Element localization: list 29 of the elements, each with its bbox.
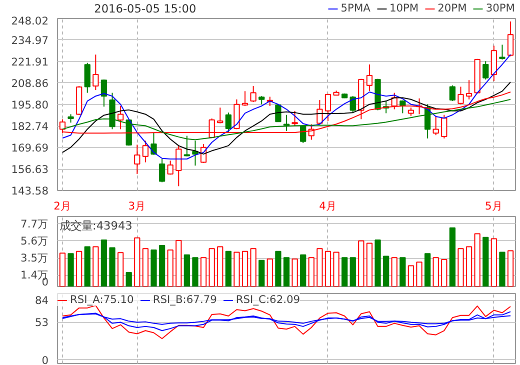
legend-label: RSI_B:67.79: [152, 293, 217, 306]
y-tick-label: 7.7万: [20, 217, 49, 230]
y-tick-label: 182.74: [11, 120, 49, 134]
x-tick-label: 5月: [485, 200, 503, 212]
annotation: 成交量:43943: [60, 218, 132, 232]
x-tick-label: 4月: [319, 200, 337, 212]
y-tick-label: 0: [42, 276, 49, 288]
y-tick-label: 169.69: [11, 142, 49, 154]
y-tick-label: 5.6万: [20, 234, 49, 248]
x-tick-label: 3月: [128, 200, 146, 212]
x-tick-label: 2月: [54, 200, 72, 212]
y-tick-label: 3.5万: [20, 252, 49, 265]
y-tick-label: 248.02: [11, 14, 49, 28]
legend-label: 10PM: [389, 2, 419, 14]
legend-label: RSI_C:62.09: [236, 293, 300, 306]
y-tick-label: 195.80: [11, 98, 49, 112]
y-tick-label: 53: [34, 316, 49, 330]
y-tick-label: 208.86: [11, 76, 49, 90]
y-tick-label: 234.97: [11, 34, 49, 47]
legend-label: 30PM: [486, 2, 515, 14]
series-label: RSI_A:75.10: [70, 293, 134, 306]
y-tick-label: 143.58: [11, 184, 49, 198]
y-tick-label: 0: [42, 354, 49, 365]
legend-label: 20PM: [438, 2, 467, 14]
y-tick-label: 221.91: [11, 56, 49, 68]
y-tick-label: 156.63: [11, 163, 49, 176]
chart-title: 2016-05-05 15:00: [94, 2, 196, 16]
legend-label: 5PMA: [340, 2, 370, 14]
y-tick-label: 84: [34, 294, 49, 308]
